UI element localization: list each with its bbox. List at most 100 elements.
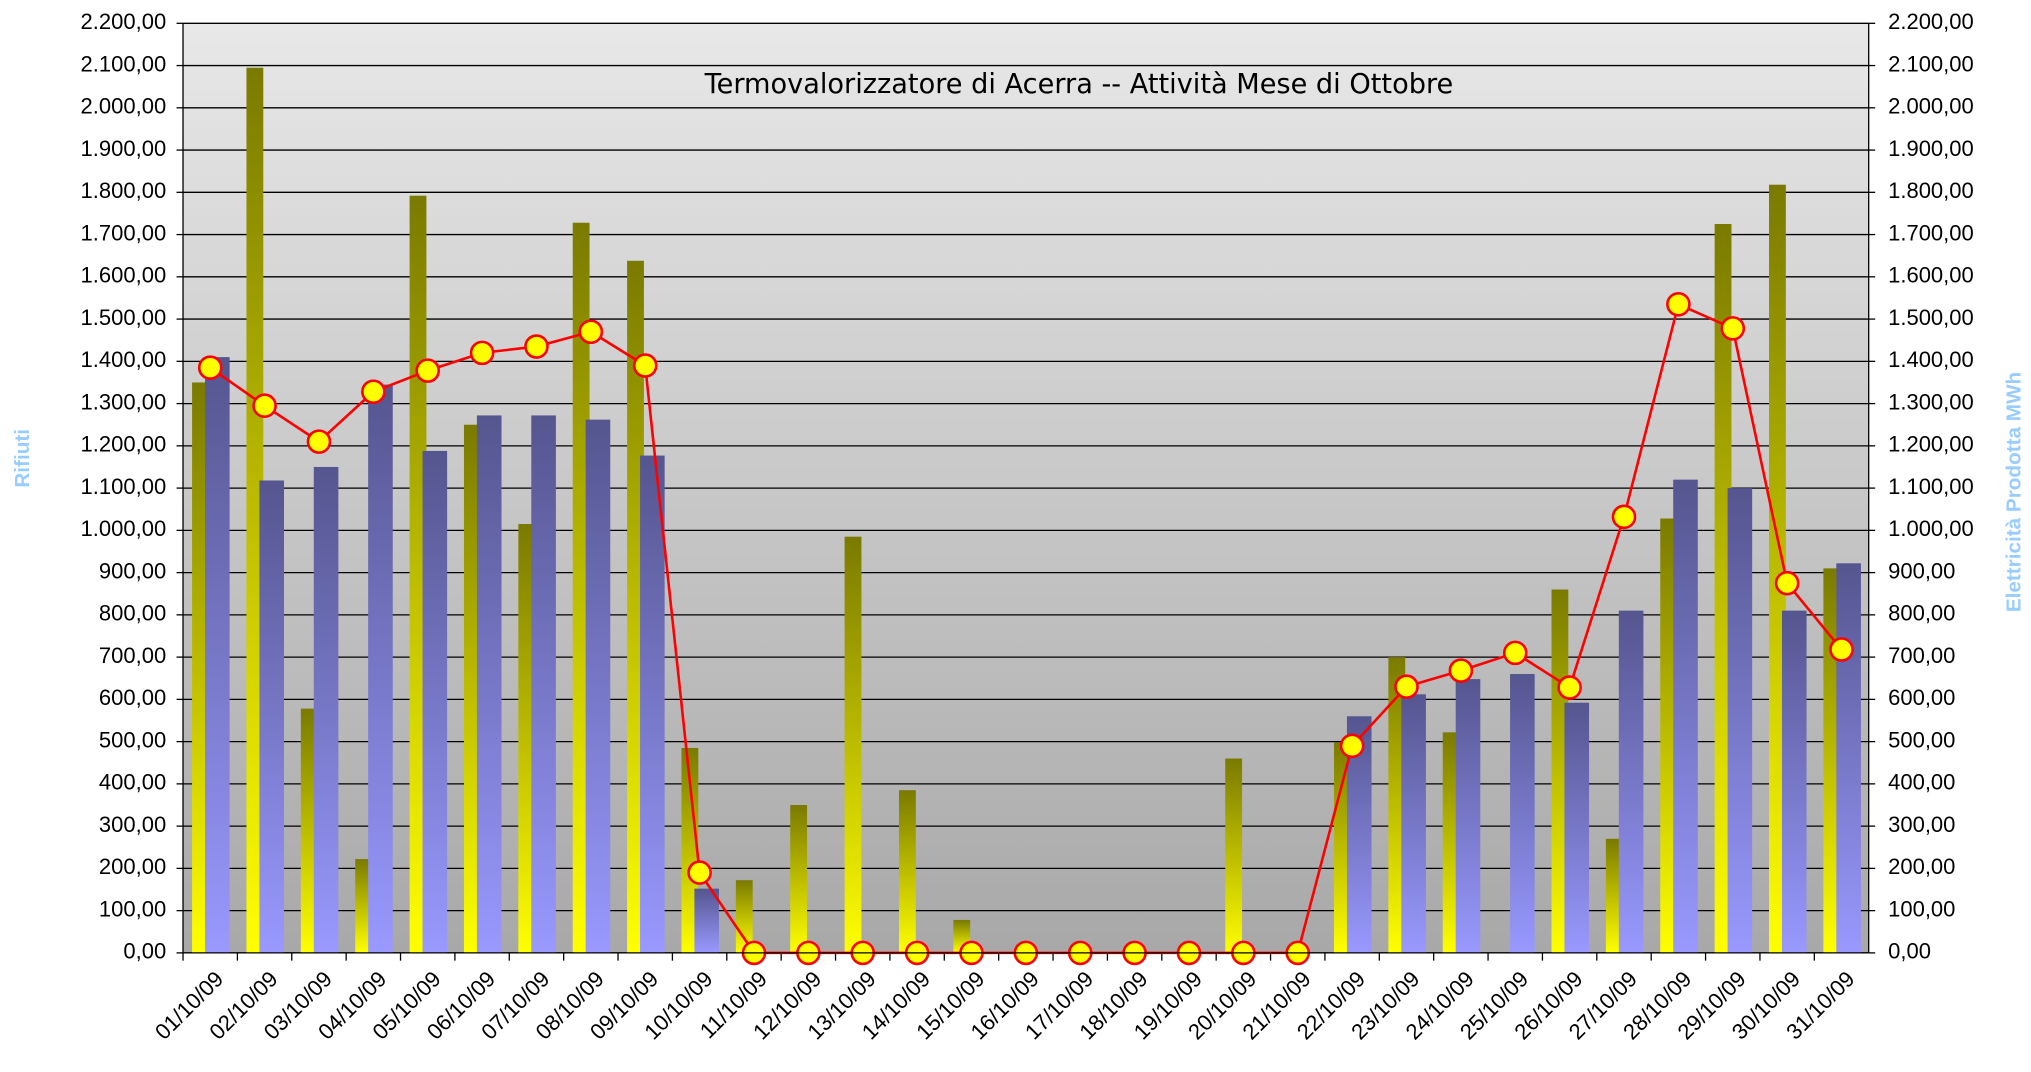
marker <box>524 334 549 359</box>
bar <box>790 805 808 953</box>
y-tick-label: 2.000,00 <box>81 94 167 119</box>
bar <box>681 747 699 953</box>
bar <box>1673 479 1698 953</box>
bar <box>640 455 665 953</box>
y-tick-label: 900,00 <box>99 558 166 583</box>
bar <box>422 450 448 953</box>
y-tick-label: 1.000,00 <box>81 516 167 541</box>
bar <box>1727 488 1753 953</box>
y-tick-label: 100,00 <box>99 896 166 921</box>
y2-tick-label: 700,00 <box>1888 643 1955 668</box>
y2-tick-label: 100,00 <box>1888 896 1955 921</box>
y-tick-label: 1.100,00 <box>81 474 167 499</box>
marker <box>687 860 712 885</box>
marker <box>469 340 495 366</box>
y-tick-label: 1.300,00 <box>81 389 167 414</box>
bar <box>1836 563 1861 953</box>
y-tick-label: 1.900,00 <box>81 136 167 161</box>
bar <box>300 708 318 953</box>
bar <box>1510 674 1535 953</box>
y-tick-label: 2.100,00 <box>81 51 167 76</box>
y2-tick-label: 1.200,00 <box>1888 432 1974 457</box>
y2-tick-label: 2.200,00 <box>1888 9 1974 34</box>
bar <box>694 888 720 953</box>
marker <box>1448 658 1474 683</box>
marker <box>1557 675 1582 700</box>
bar <box>205 357 230 953</box>
y2-axis-label: Elettricità Prodotta MWh <box>2002 372 2025 612</box>
y2-tick-label: 1.300,00 <box>1888 389 1974 414</box>
y-tick-label: 300,00 <box>99 812 166 837</box>
bar <box>1823 568 1841 953</box>
bar <box>463 424 481 953</box>
bar <box>368 384 393 953</box>
y2-tick-label: 2.000,00 <box>1888 94 1974 119</box>
y-tick-label: 1.400,00 <box>81 347 167 372</box>
y2-tick-label: 1.700,00 <box>1888 220 1974 245</box>
bar <box>1401 694 1426 953</box>
bar <box>1769 184 1786 953</box>
bar <box>572 222 590 953</box>
y-tick-label: 800,00 <box>99 601 166 626</box>
bar <box>1714 224 1732 953</box>
marker <box>1611 504 1637 530</box>
marker <box>632 353 658 378</box>
y-tick-label: 500,00 <box>99 727 166 752</box>
y2-tick-label: 900,00 <box>1888 558 1955 583</box>
marker <box>252 393 277 419</box>
bar <box>1660 518 1678 953</box>
marker <box>1720 316 1746 341</box>
bar <box>1618 610 1644 953</box>
y2-tick-label: 0,00 <box>1888 939 1931 964</box>
y2-tick-label: 300,00 <box>1888 812 1955 837</box>
y2-tick-label: 400,00 <box>1888 770 1955 795</box>
y2-tick-label: 1.000,00 <box>1888 516 1974 541</box>
bar <box>1605 838 1623 953</box>
y-tick-label: 1.700,00 <box>81 220 167 245</box>
bar <box>1225 758 1243 953</box>
bar <box>844 536 862 953</box>
y-tick-label: 2.200,00 <box>81 9 167 34</box>
marker <box>1774 570 1800 596</box>
y2-tick-label: 1.100,00 <box>1888 474 1974 499</box>
marker <box>1394 674 1419 699</box>
bar <box>246 67 264 953</box>
marker <box>197 355 223 380</box>
marker <box>1829 637 1854 662</box>
y2-tick-label: 1.600,00 <box>1888 263 1974 288</box>
bar <box>1564 702 1590 953</box>
y2-tick-label: 2.100,00 <box>1888 51 1974 76</box>
bar <box>409 195 427 953</box>
y-axis-label: Rifiuti <box>11 429 34 488</box>
bar <box>1781 610 1807 953</box>
bar <box>192 382 209 953</box>
chart-title: Termovalorizzatore di Acerra -- Attività… <box>704 69 1454 100</box>
marker <box>578 319 604 345</box>
marker <box>1502 640 1528 666</box>
bar <box>313 466 339 953</box>
bar <box>531 415 556 953</box>
y-tick-label: 400,00 <box>99 770 166 795</box>
bar <box>1442 732 1460 953</box>
bar <box>1455 679 1481 953</box>
marker <box>361 379 386 405</box>
y2-tick-label: 1.800,00 <box>1888 178 1974 203</box>
bar <box>476 415 502 953</box>
y-tick-label: 0,00 <box>123 939 166 964</box>
bar <box>259 480 285 953</box>
y2-tick-label: 1.500,00 <box>1888 305 1974 330</box>
y2-tick-label: 600,00 <box>1888 685 1955 710</box>
bar <box>627 260 644 953</box>
marker <box>1339 733 1365 759</box>
y2-tick-label: 800,00 <box>1888 601 1955 626</box>
y-tick-label: 600,00 <box>99 685 166 710</box>
y-tick-label: 1.800,00 <box>81 178 167 203</box>
bar <box>735 880 753 953</box>
y-tick-label: 1.600,00 <box>81 263 167 288</box>
bar <box>518 524 536 953</box>
marker <box>1666 291 1691 317</box>
y2-tick-label: 1.900,00 <box>1888 136 1974 161</box>
marker <box>415 358 441 383</box>
y-tick-label: 1.500,00 <box>81 305 167 330</box>
